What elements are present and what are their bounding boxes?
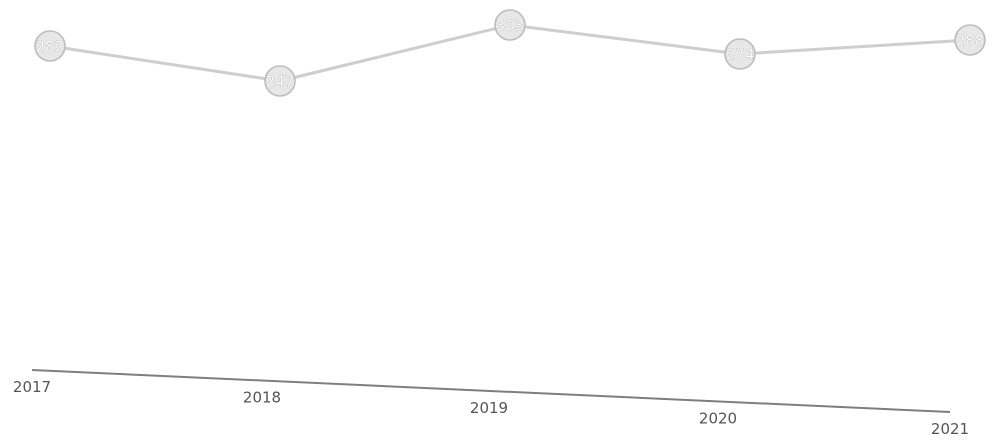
data-point-2017: 282 <box>34 30 66 62</box>
x-tick-labels: 2017 2018 2019 2020 2021 <box>13 378 969 438</box>
data-point-2019: 303 <box>494 9 526 41</box>
point-marker <box>954 24 986 56</box>
data-point-2020: 274 <box>724 38 756 70</box>
data-label: 274 <box>726 46 755 64</box>
x-tick-label: 2018 <box>243 389 281 407</box>
data-point-2018: 247 <box>264 65 296 97</box>
point-marker <box>494 9 526 41</box>
x-tick-label: 2017 <box>13 378 51 396</box>
point-marker <box>34 30 66 62</box>
data-label: 247 <box>266 73 295 91</box>
x-tick-label: 2021 <box>931 420 969 438</box>
x-axis-line <box>31 369 951 413</box>
x-tick-label: 2020 <box>699 409 737 427</box>
data-label: 288 <box>956 32 985 50</box>
data-point-2021: 288 <box>954 24 986 56</box>
data-label: 303 <box>496 17 525 35</box>
data-label: 282 <box>36 38 65 56</box>
point-marker <box>724 38 756 70</box>
point-marker <box>264 65 296 97</box>
x-tick-label: 2019 <box>470 399 508 417</box>
data-points: 282 247 303 274 288 <box>34 9 986 97</box>
